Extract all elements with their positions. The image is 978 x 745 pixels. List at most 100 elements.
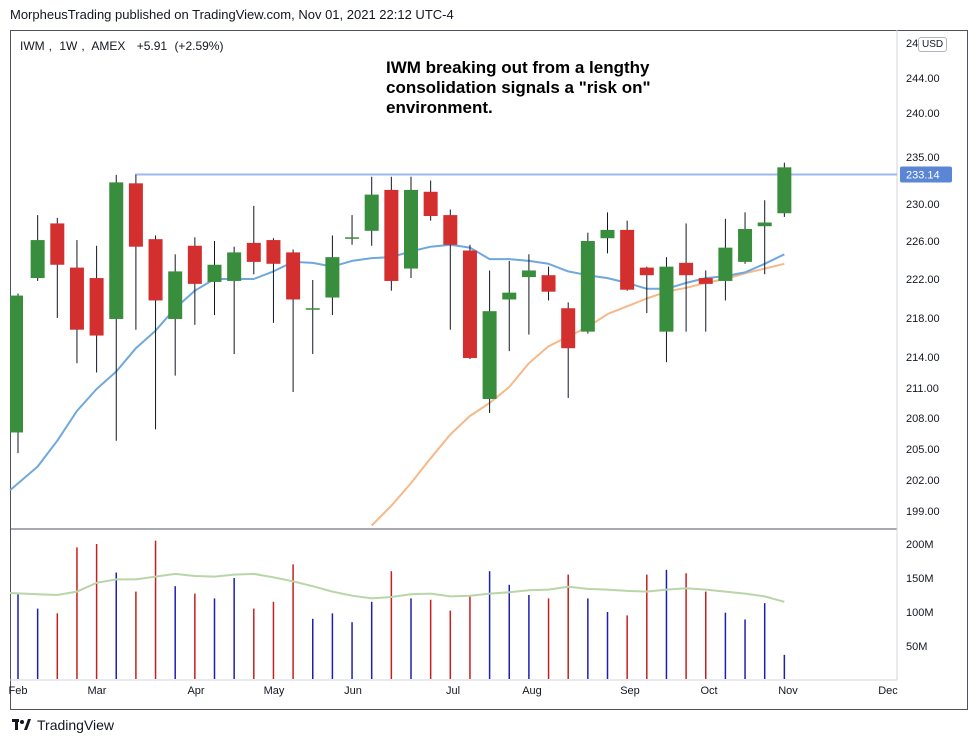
chart-annotation[interactable]: IWM breaking out from a lengthy consolid… [386,58,651,117]
price-tick-label-top: 24 [906,38,918,50]
candle-body [69,267,84,330]
candle-body [128,183,143,247]
legend-change: +5.91 [136,39,168,53]
ma-slow-line [370,262,785,527]
price-tick-label: 218.00 [906,313,940,325]
candle [718,218,733,301]
candle-body [757,222,772,227]
candle [423,180,438,221]
candle [659,257,674,363]
candle-body [207,264,222,282]
candle [580,232,595,334]
candle [521,254,536,335]
candle [364,176,379,246]
candle [168,254,183,376]
candle-body [679,262,694,276]
candle-body [50,223,65,265]
candle-body [286,252,301,300]
candle [698,270,713,332]
candle [541,266,556,301]
time-axis-label: Oct [700,685,717,697]
tradingview-brand[interactable]: TradingView [12,717,114,733]
symbol-legend: IWM, 1W, AMEX +5.91 (+2.59%) [20,39,224,53]
candle-body [305,308,320,310]
price-tick-label: 240.00 [906,108,940,120]
candle-body [600,229,615,239]
brand-name: TradingView [37,717,115,733]
ma-fast-line [9,243,785,492]
price-tick-label: 208.00 [906,413,940,425]
volume-tick-label: 100M [906,607,934,619]
candle-body [777,167,792,214]
candle [266,238,281,323]
resistance-price-label: 233.14 [906,169,940,181]
candle-body [246,242,261,262]
candle [246,205,261,275]
candle-body [620,229,635,290]
price-tick-label: 226.00 [906,236,940,248]
time-axis-label: Apr [187,685,204,697]
price-tick-label: 222.00 [906,274,940,286]
legend-interval[interactable]: 1W [59,39,78,53]
candle [286,249,301,392]
candle-body [227,252,242,281]
candle-body [364,194,379,231]
time-axis-label: Feb [9,685,28,697]
candle [462,244,477,360]
price-tick-label: 202.00 [906,475,940,487]
candle [757,200,772,275]
candle-body [187,245,202,284]
candle [305,279,320,355]
candle-body [718,247,733,281]
price-tick-label: 244.00 [906,73,940,85]
candle [384,176,399,291]
time-axis-label: Jul [446,685,460,697]
candle-body [325,257,340,298]
candle-body [659,266,674,332]
candle-body [580,241,595,332]
candle-body [148,239,163,301]
publisher-line: MorpheusTrading published on TradingView… [10,7,454,22]
price-tick-label: 230.00 [906,199,940,211]
candle [89,245,104,373]
candle [620,220,635,291]
candle [148,235,163,430]
candle-body [109,182,124,319]
price-tick-label: 211.00 [906,383,939,395]
candle-body [698,278,713,284]
time-axis-label: Jun [344,685,362,697]
volume-tick-label: 150M [906,573,934,585]
legend-change-pct: (+2.59%) [174,39,224,53]
candle [600,212,615,254]
time-axis-label: Dec [878,685,898,697]
candle [443,209,458,330]
legend-symbol[interactable]: IWM [20,39,45,53]
candle [482,270,497,413]
candle [69,240,84,364]
candle-body [541,275,556,292]
candle-body [30,240,45,279]
candle [679,223,694,332]
candle-body [423,191,438,217]
resistance-label-bg [900,166,952,183]
price-tick-label: 199.00 [906,506,940,518]
candle [128,174,143,330]
candle [561,302,576,398]
candle [502,260,517,352]
candle-body [462,250,477,359]
candle-body [168,271,183,319]
candle [325,235,340,316]
volume-ma-line [9,572,785,603]
candle-body [502,292,517,300]
candle [227,246,242,355]
candle-body [345,237,360,239]
currency-button[interactable]: USD [918,37,948,52]
time-axis-label: Sep [620,685,640,697]
candle [404,176,418,279]
tradingview-logo-icon [12,719,31,730]
time-axis-label: Nov [778,685,798,697]
candle [10,293,23,454]
candle-body [404,189,418,269]
time-axis-label: May [264,685,285,697]
